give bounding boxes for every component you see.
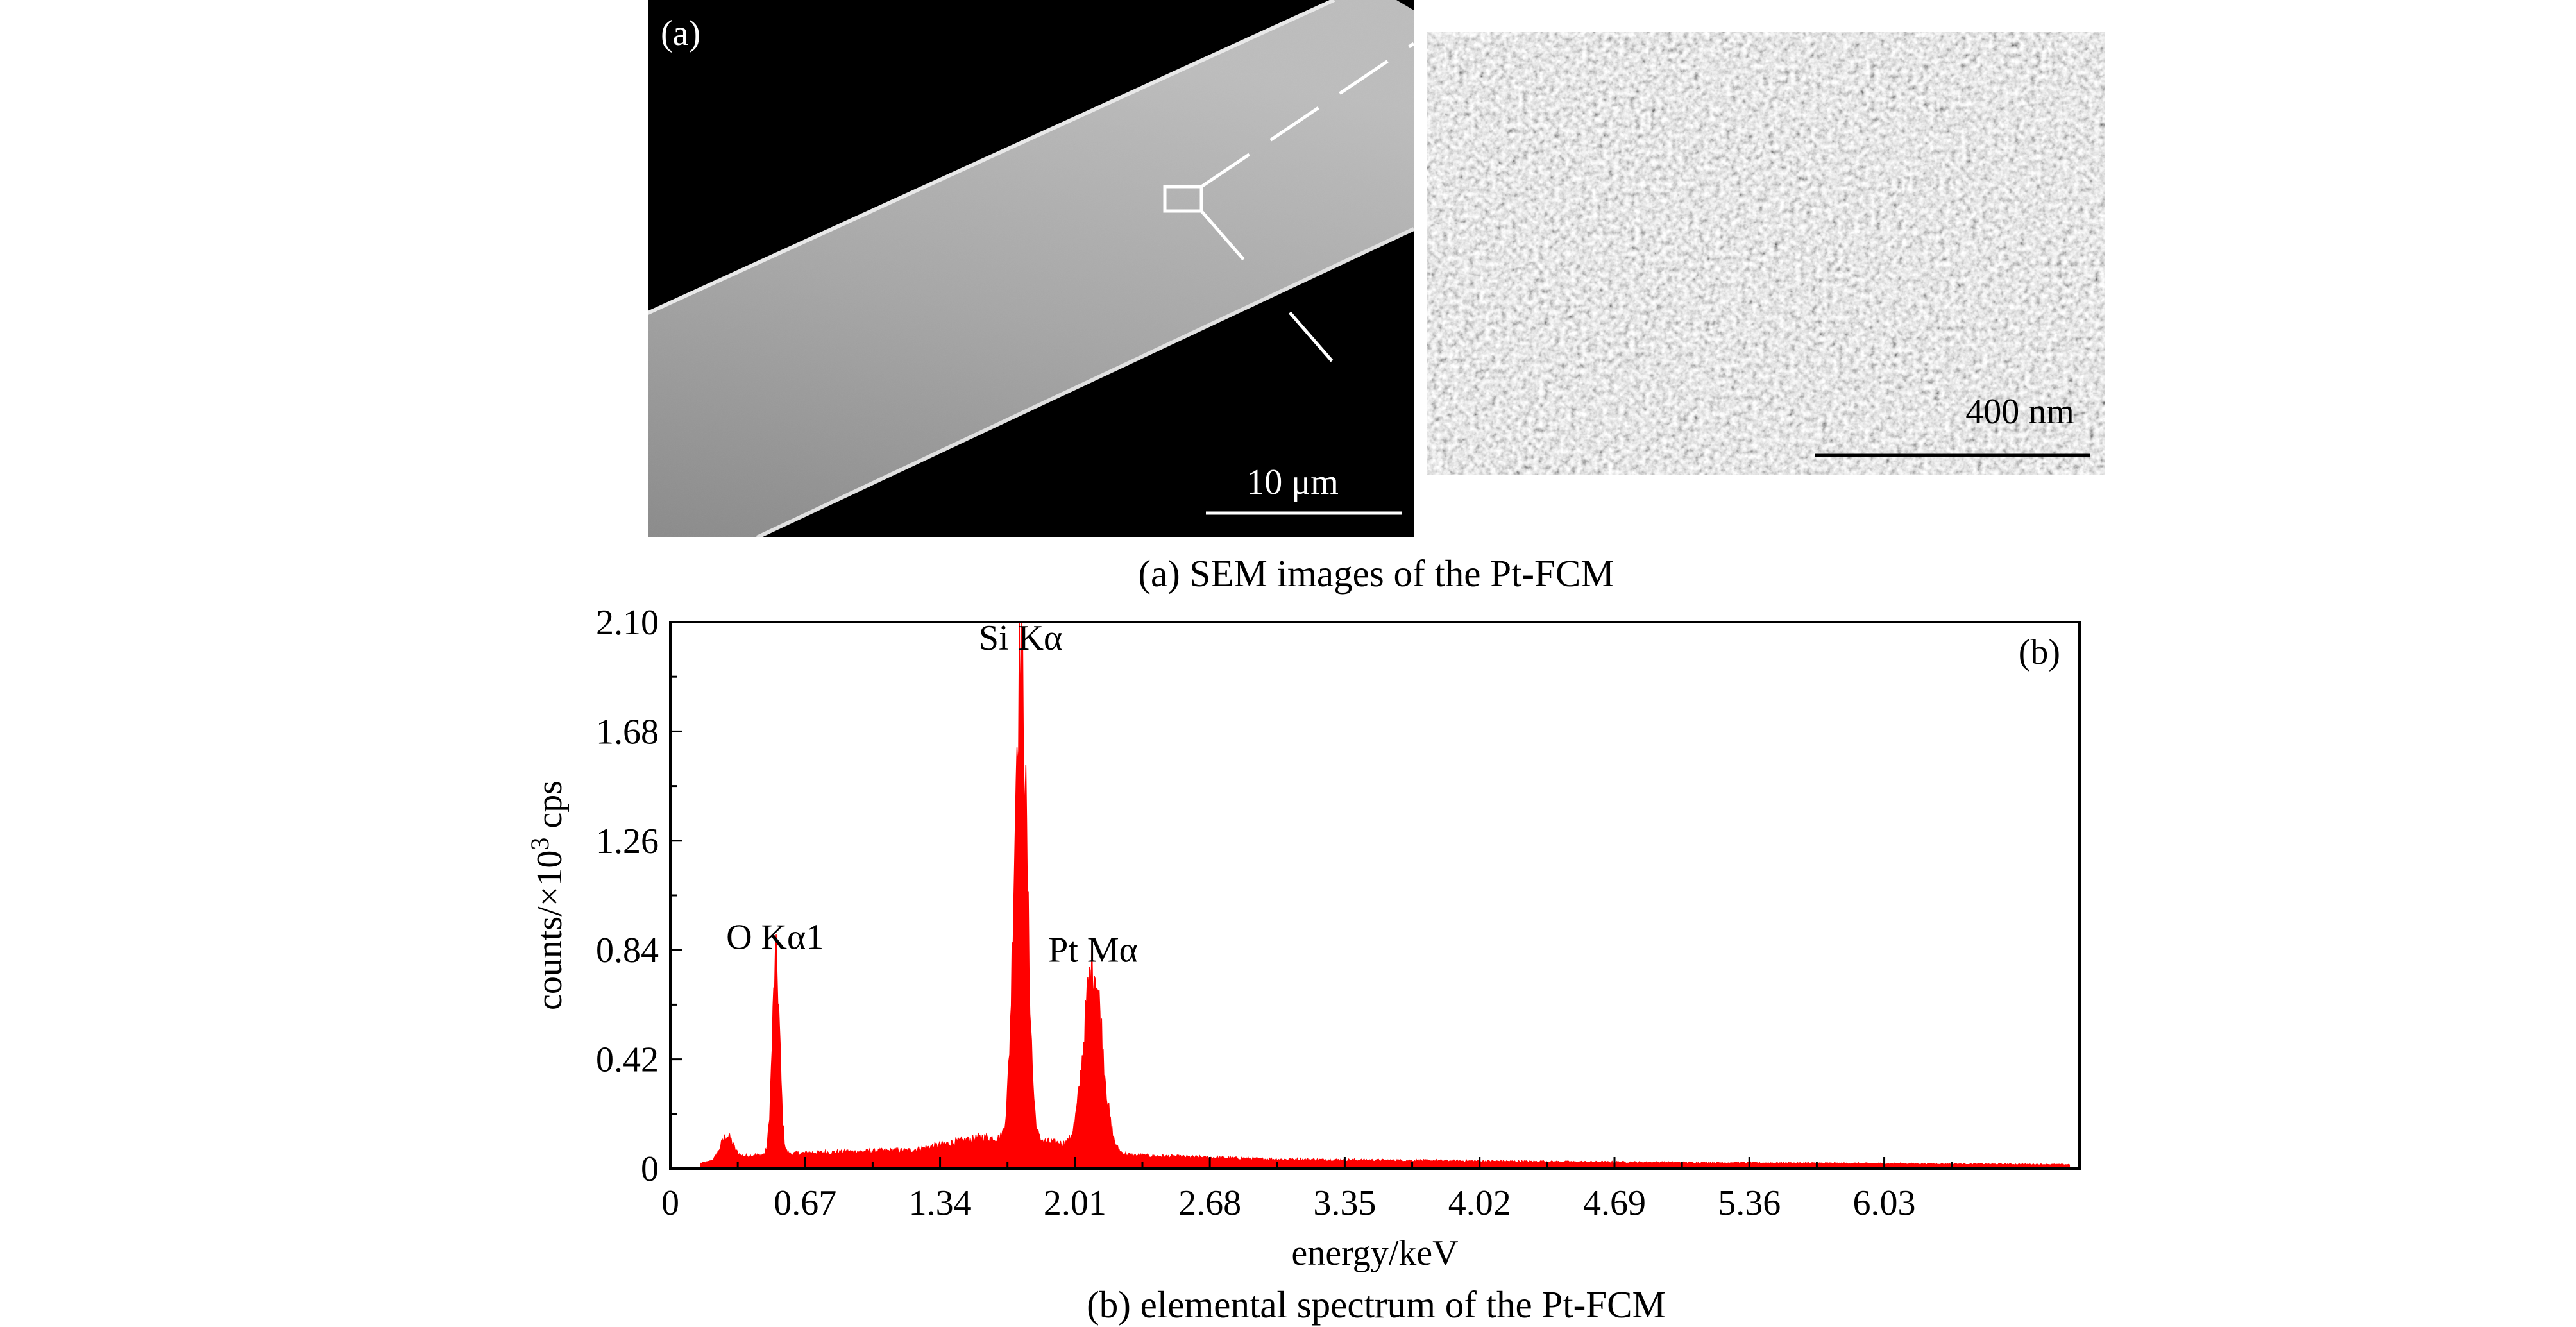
- y-axis-label: counts/×103 cps: [525, 781, 570, 1010]
- x-tick-label: 2.68: [1178, 1183, 1241, 1223]
- x-tick-label: 4.69: [1583, 1183, 1646, 1223]
- x-tick-label: 6.03: [1853, 1183, 1916, 1223]
- scale-bar-label-right: 400 nm: [1965, 392, 2074, 432]
- zoom-line-bottom: [1200, 210, 1371, 405]
- fiber-edge-bottom: [756, 227, 1414, 537]
- x-tick-label: 4.02: [1448, 1183, 1511, 1223]
- plot-frame: [669, 621, 2081, 1170]
- y-tick-label: 0: [641, 1149, 659, 1189]
- x-tick-label: 1.34: [909, 1183, 972, 1223]
- y-tick-label: 1.26: [596, 822, 659, 861]
- peak-annotation: Pt Mα: [1048, 931, 1138, 970]
- caption-panel-b: (b) elemental spectrum of the Pt-FCM: [1087, 1283, 1666, 1326]
- fiber-edge-top: [648, 0, 1335, 315]
- zoom-line-top: [1200, 42, 1414, 189]
- sem-image-low-magnification: (a) 10 μm: [648, 0, 1414, 537]
- sem-image-high-magnification: 400 nm: [1427, 32, 2105, 475]
- x-tick-label: 0: [661, 1183, 679, 1223]
- caption-panel-a: (a) SEM images of the Pt-FCM: [1138, 552, 1614, 595]
- y-tick-label: 2.10: [596, 603, 659, 643]
- eds-spectrum-chart: 0 0.67 1.34 2.01 2.68 3.35 4.02 4.69 5.36 6.03 0 0.…: [525, 603, 2081, 1273]
- nanoparticle-surface: [1427, 32, 2105, 475]
- x-tick-label: 2.01: [1044, 1183, 1106, 1223]
- x-tick-label: 3.35: [1313, 1183, 1376, 1223]
- x-axis-label: energy/keV: [1291, 1233, 1458, 1273]
- peak-annotation: Si Kα: [979, 618, 1062, 658]
- panel-label-b: (b): [2019, 632, 2060, 672]
- y-tick-label: 0.84: [596, 931, 659, 970]
- spectrum-area: [700, 621, 2071, 1169]
- peak-annotation: O Kα1: [726, 917, 824, 957]
- x-tick-label: 5.36: [1718, 1183, 1781, 1223]
- zoom-selection-box: [1163, 185, 1203, 213]
- y-tick-label: 0.42: [596, 1040, 659, 1080]
- x-tick-label: 0.67: [774, 1183, 836, 1223]
- scale-bar-label-left: 10 μm: [1246, 462, 1339, 502]
- y-tick-label: 1.68: [596, 712, 659, 752]
- panel-label-a: (a): [661, 13, 700, 53]
